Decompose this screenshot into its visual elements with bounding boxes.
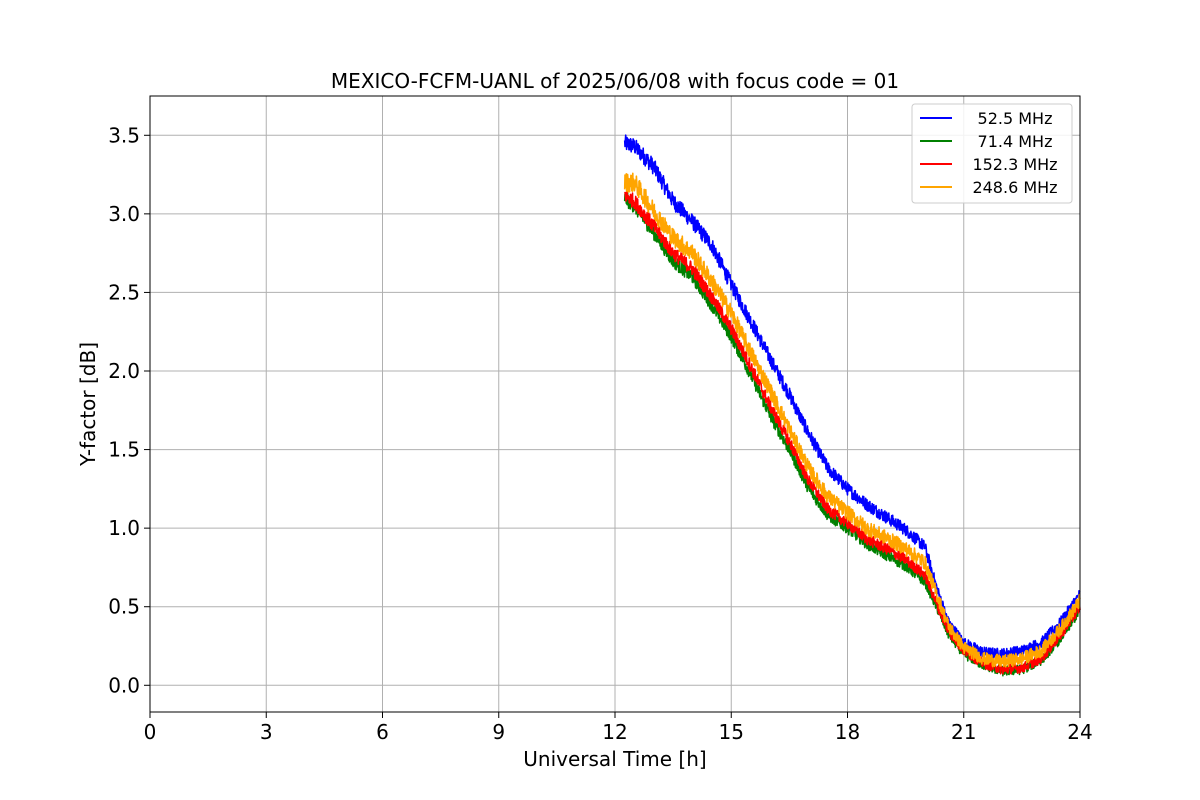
y-axis-label: Y-factor [dB] <box>76 342 100 467</box>
x-tick-label: 15 <box>719 720 744 744</box>
x-tick-label: 21 <box>951 720 976 744</box>
x-tick-label: 24 <box>1067 720 1092 744</box>
y-tick-label: 2.0 <box>108 359 140 383</box>
x-tick-label: 6 <box>376 720 389 744</box>
x-axis-label: Universal Time [h] <box>523 747 706 771</box>
legend-frame <box>911 103 1073 204</box>
x-tick-label: 18 <box>835 720 860 744</box>
x-tick-label: 0 <box>144 720 157 744</box>
y-tick-label: 3.0 <box>108 202 140 226</box>
x-tick-label: 12 <box>602 720 627 744</box>
y-tick-label: 1.0 <box>108 516 140 540</box>
series-line-2 <box>624 189 1081 675</box>
series-lines <box>623 134 1081 677</box>
y-tick-label: 2.5 <box>108 280 140 304</box>
x-tick-label: 9 <box>492 720 505 744</box>
x-tick-label: 3 <box>260 720 273 744</box>
series-line-3 <box>623 172 1081 668</box>
series-line-0 <box>623 134 1081 660</box>
y-tick-label: 0.5 <box>108 595 140 619</box>
legend: 52.5 MHz 71.4 MHz 152.3 MHz 248.6 MHz <box>911 103 1073 204</box>
y-tick-label: 1.5 <box>108 438 140 462</box>
legend-label-1: 71.4 MHz <box>978 132 1053 151</box>
chart-title: MEXICO-FCFM-UANL of 2025/06/08 with focu… <box>331 69 899 93</box>
y-tick-label: 0.0 <box>108 673 140 697</box>
y-tick-label: 3.5 <box>108 123 140 147</box>
axis-ticks: 0 3 6 9 12 15 18 21 24 0.0 0.5 1.0 1.5 2.0 2.5 3.0 3.5 <box>108 123 1093 744</box>
legend-label-0: 52.5 MHz <box>978 109 1053 128</box>
legend-label-2: 152.3 MHz <box>972 155 1057 174</box>
legend-label-3: 248.6 MHz <box>972 178 1057 197</box>
